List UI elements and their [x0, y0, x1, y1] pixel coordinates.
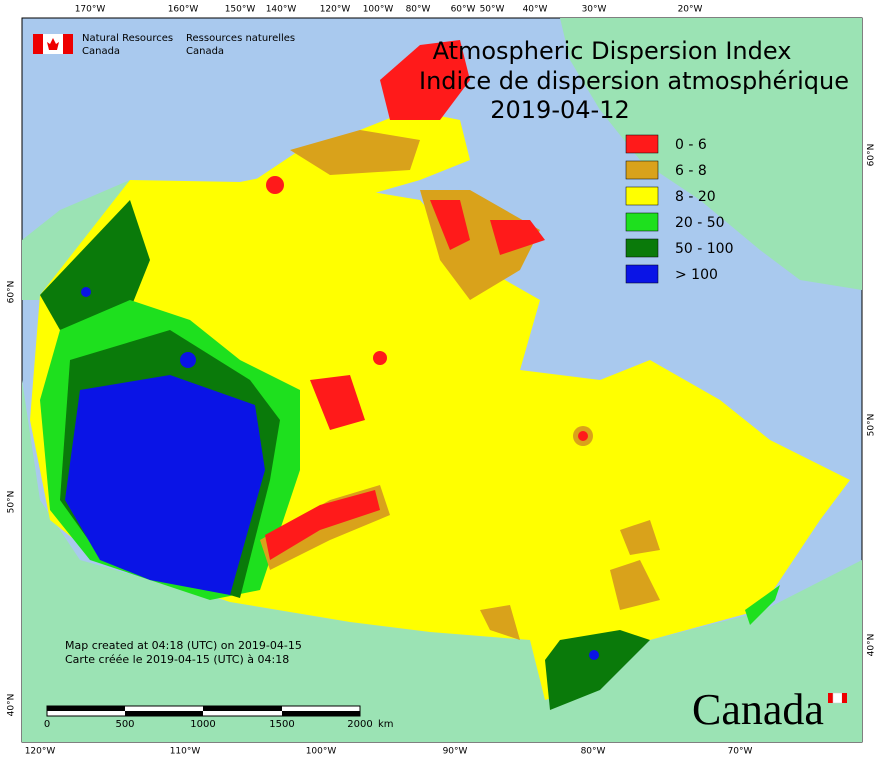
- longitude-label: 20°W: [678, 5, 703, 15]
- yukon-zone: [40, 200, 150, 330]
- longitude-label: 40°W: [523, 5, 548, 15]
- flag-field: [832, 692, 843, 704]
- scale-label: 1500: [269, 719, 294, 730]
- longitude-label: 140°W: [266, 5, 297, 15]
- legend-swatch: [625, 264, 659, 284]
- latitude-label: 50°N: [867, 414, 877, 437]
- scale-segment: [47, 706, 125, 711]
- map-note: Carte créée le 2019-04-15 (UTC) à 04:18: [65, 653, 289, 666]
- nova-scotia: [745, 585, 780, 625]
- arctic-zone: [290, 130, 420, 175]
- longitude-label: 80°W: [581, 747, 606, 757]
- longitude-label: 60°W: [451, 5, 476, 15]
- baffin-red: [430, 200, 545, 255]
- flag-bar: [33, 34, 43, 54]
- wordmark-flag: [828, 692, 847, 704]
- scale-label: 0: [44, 719, 50, 730]
- united-states: [22, 380, 862, 742]
- bc-blue-zone: [65, 375, 265, 595]
- nrcan-logo: [33, 34, 73, 54]
- latitude-label: 60°N: [7, 281, 17, 304]
- flag-bar: [63, 34, 73, 54]
- scale-bar: [46, 705, 361, 717]
- maple-leaf: [47, 38, 59, 50]
- map-note: Map created at 04:18 (UTC) on 2019-04-15: [65, 639, 302, 652]
- spot: [578, 431, 588, 441]
- legend-label: 0 - 6: [675, 137, 707, 153]
- legend-label: > 100: [675, 267, 718, 283]
- longitude-label: 100°W: [306, 747, 337, 757]
- hudson-red: [310, 375, 365, 430]
- legend-swatch: [625, 134, 659, 154]
- spot: [180, 352, 196, 368]
- agency-en: Canada: [82, 46, 120, 57]
- longitude-label: 110°W: [170, 747, 201, 757]
- scale-label: 500: [115, 719, 134, 730]
- spot: [589, 650, 599, 660]
- longitude-label: 120°W: [320, 5, 351, 15]
- longitude-label: 80°W: [406, 5, 431, 15]
- map-frame: [21, 17, 863, 743]
- longitude-label: 90°W: [443, 747, 468, 757]
- east-zone: [480, 520, 660, 640]
- legend-label: 6 - 8: [675, 163, 707, 179]
- prairie-red: [265, 490, 380, 560]
- legend-label: 20 - 50: [675, 215, 725, 231]
- longitude-label: 120°W: [25, 747, 56, 757]
- agency-fr: Ressources naturelles: [186, 33, 295, 44]
- ellesmere: [380, 40, 470, 120]
- longitude-label: 170°W: [75, 5, 106, 15]
- scale-unit: km: [378, 719, 394, 730]
- greenland: [560, 18, 862, 290]
- agency-en: Natural Resources: [82, 33, 173, 44]
- longitude-label: 50°W: [480, 5, 505, 15]
- title-date: 2019-04-12: [490, 96, 629, 124]
- spot: [81, 287, 91, 297]
- legend-swatch: [625, 160, 659, 180]
- latitude-label: 50°N: [7, 491, 17, 514]
- flag-bar: [842, 693, 847, 703]
- latitude-label: 40°N: [7, 694, 17, 717]
- scale-label: 1000: [190, 719, 215, 730]
- alaska: [22, 180, 130, 300]
- title-fr: Indice de dispersion atmosphérique: [419, 67, 849, 95]
- scale-label: 2000: [347, 719, 372, 730]
- spot: [373, 351, 387, 365]
- legend-swatch: [625, 186, 659, 206]
- agency-fr: Canada: [186, 46, 224, 57]
- title-en: Atmospheric Dispersion Index: [433, 37, 792, 65]
- scale-segment: [203, 706, 282, 711]
- legend-label: 8 - 20: [675, 189, 716, 205]
- longitude-label: 70°W: [728, 747, 753, 757]
- flag-bar: [828, 693, 833, 703]
- ontario-zone: [545, 630, 650, 710]
- legend-label: 50 - 100: [675, 241, 734, 257]
- wordmark: Canada: [692, 685, 824, 734]
- legend-swatch: [625, 212, 659, 232]
- scale-segment: [125, 711, 203, 716]
- longitude-label: 100°W: [363, 5, 394, 15]
- scale-segment: [282, 711, 360, 716]
- spot: [266, 176, 284, 194]
- longitude-label: 30°W: [582, 5, 607, 15]
- longitude-label: 160°W: [168, 5, 199, 15]
- latitude-label: 60°N: [867, 144, 877, 167]
- longitude-label: 150°W: [225, 5, 256, 15]
- latitude-label: 40°N: [867, 634, 877, 657]
- legend-swatch: [625, 238, 659, 258]
